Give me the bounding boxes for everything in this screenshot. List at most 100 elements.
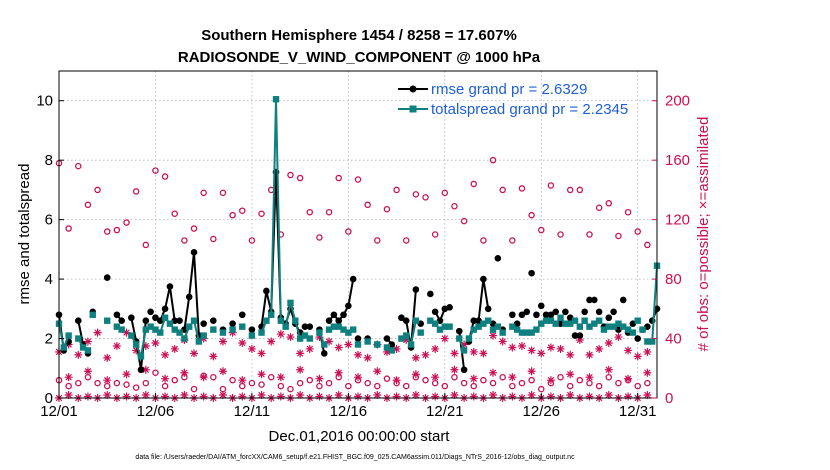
rmse-point — [402, 317, 410, 325]
totalspread-point — [605, 323, 612, 330]
obs-assimilated-marker — [556, 344, 565, 354]
totalspread-point — [147, 323, 154, 330]
totalspread-point — [610, 323, 617, 330]
obs-possible-marker — [489, 156, 497, 164]
obs-assimilated-marker — [643, 368, 652, 377]
rmse-point — [74, 317, 82, 325]
totalspread-point — [219, 329, 227, 336]
obs-possible-marker — [316, 382, 323, 390]
obs-assimilated-marker — [373, 390, 382, 400]
obs-assimilated-marker — [440, 334, 449, 343]
rmse-point — [248, 326, 256, 333]
obs-assimilated-marker — [498, 337, 507, 346]
obs-possible-marker — [335, 174, 342, 182]
obs-possible-marker — [509, 382, 516, 390]
x-tick-label: 12/01 — [40, 403, 78, 420]
totalspread-point — [518, 329, 526, 336]
rmse-point — [634, 335, 642, 342]
obs-assimilated-marker — [643, 390, 652, 400]
obs-possible-marker — [528, 211, 535, 219]
obs-assimilated-marker — [595, 344, 604, 354]
obs-assimilated-marker — [170, 344, 179, 354]
x-tick-label: 12/21 — [426, 403, 464, 420]
obs-possible-marker — [113, 379, 121, 387]
obs-assimilated-marker — [527, 367, 536, 376]
obs-possible-marker — [422, 194, 429, 201]
obs-assimilated-marker — [633, 352, 642, 361]
obs-possible-marker — [84, 201, 92, 209]
totalspread-point — [374, 341, 381, 348]
obs-possible-marker — [644, 379, 651, 387]
totalspread-point — [398, 335, 405, 342]
obs-possible-marker — [345, 228, 352, 235]
totalspread-point — [176, 329, 183, 336]
y-right-tick-label: 160 — [665, 152, 690, 169]
obs-assimilated-marker — [305, 344, 314, 354]
obs-assimilated-marker — [527, 390, 536, 400]
legend-marker-totalspread — [409, 105, 417, 113]
obs-possible-marker — [229, 211, 236, 219]
rmse-point — [523, 308, 531, 316]
obs-assimilated-marker — [334, 368, 343, 377]
obs-possible-marker — [200, 189, 207, 197]
obs-possible-marker — [547, 182, 555, 189]
totalspread-point — [142, 326, 150, 333]
obs-assimilated-marker — [517, 341, 527, 351]
totalspread-point — [137, 353, 145, 360]
obs-possible-marker — [566, 186, 574, 194]
x-tick-label: 12/31 — [619, 403, 657, 420]
obs-possible-marker — [402, 237, 410, 244]
obs-assimilated-marker — [623, 392, 633, 401]
obs-possible-marker — [460, 217, 468, 225]
obs-assimilated-marker — [344, 340, 353, 349]
obs-possible-marker — [557, 231, 564, 238]
obs-possible-marker — [296, 174, 304, 182]
axis-ticks: 12/01 12/06 12/11 12/16 12/21 12/26 12/31 0 2 4 6 8… — [36, 93, 690, 420]
obs-possible-marker — [509, 237, 516, 244]
y-tick-label: 0 — [45, 390, 53, 407]
obs-possible-marker — [480, 237, 487, 244]
totalspread-point — [562, 320, 569, 327]
obs-assimilated-marker — [469, 392, 478, 401]
totalspread-point — [388, 347, 395, 354]
x-tick-label: 12/26 — [522, 403, 560, 420]
rmse-point — [480, 275, 487, 283]
rmse-point — [547, 311, 555, 319]
obs-assimilated-marker — [189, 349, 199, 358]
obs-possible-marker — [248, 379, 256, 387]
obs-possible-marker — [287, 385, 294, 393]
totalspread-point — [581, 317, 588, 324]
totalspread-point — [239, 323, 246, 330]
obs-possible-marker — [210, 373, 217, 381]
obs-possible-marker — [181, 237, 188, 244]
rmse-point — [210, 317, 217, 325]
rmse-point — [460, 366, 468, 374]
obs-assimilated-marker — [315, 374, 324, 383]
obs-assimilated-marker — [566, 370, 575, 379]
obs-assimilated-marker — [363, 353, 372, 362]
rmse-point — [595, 308, 603, 316]
rmse-point — [470, 317, 478, 325]
obs-possible-marker — [422, 376, 429, 384]
rmse-point — [176, 317, 183, 325]
obs-assimilated-marker — [103, 390, 112, 400]
series-layer — [55, 96, 661, 374]
rmse-point — [552, 308, 560, 316]
obs-possible-marker — [576, 376, 584, 384]
obs-assimilated-marker — [508, 392, 517, 401]
obs-possible-marker — [383, 375, 391, 382]
obs-possible-marker — [123, 381, 130, 388]
y-tick-label: 2 — [45, 331, 53, 348]
totalspread-point — [364, 338, 371, 345]
obs-assimilated-marker — [247, 344, 257, 354]
totalspread-point — [272, 96, 280, 103]
totalspread-point — [538, 320, 545, 327]
obs-possible-marker — [113, 226, 121, 234]
totalspread-point — [316, 329, 323, 336]
obs-possible-marker — [325, 379, 333, 387]
rmse-point — [533, 311, 540, 319]
totalspread-point — [566, 320, 574, 327]
obs-possible-marker — [634, 382, 641, 390]
obs-assimilated-marker — [64, 390, 73, 400]
